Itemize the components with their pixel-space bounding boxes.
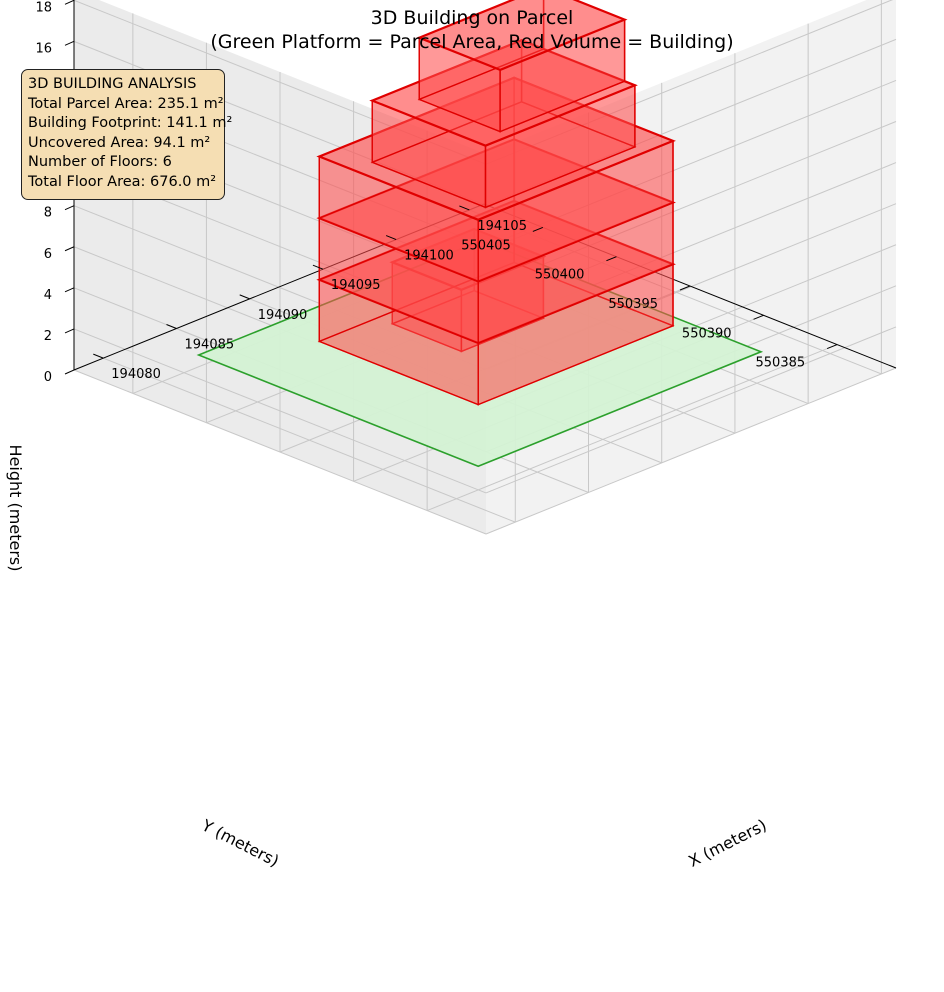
y-tick-mark <box>826 344 838 350</box>
x-tick-label: 194085 <box>185 338 235 353</box>
z-axis-label: Height (meters) <box>6 445 25 572</box>
y-tick-mark <box>753 314 764 320</box>
floor-side-face <box>418 0 545 101</box>
info-line-footprint: Building Footprint: 141.1 m² <box>28 115 233 132</box>
grid-line-z-right <box>485 326 897 494</box>
building-floor-3 <box>316 138 676 345</box>
grid-line-z-right <box>485 38 897 206</box>
building-volume <box>316 0 676 406</box>
info-line-floors: Number of Floors: 6 <box>28 154 172 171</box>
y-tick-label: 550385 <box>756 356 806 371</box>
x-tick-label: 194080 <box>111 367 161 382</box>
x-tick-label: 194090 <box>258 308 308 323</box>
chart-title: 3D Building on Parcel (Green Platform = … <box>0 6 944 54</box>
grid-line-z-right <box>485 0 894 165</box>
analysis-info-box: 3D BUILDING ANALYSIS Total Parcel Area: … <box>21 69 233 200</box>
info-line-uncovered: Uncovered Area: 94.1 m² <box>28 134 211 151</box>
info-line-floor-area: Total Floor Area: 676.0 m² <box>28 173 217 190</box>
x-tick-mark <box>459 205 470 211</box>
z-tick-mark <box>64 246 75 252</box>
grid-line-y-floor <box>426 344 838 512</box>
z-tick-label: 6 <box>44 247 52 262</box>
x-tick-label: 194105 <box>477 219 527 234</box>
floor-top-face <box>369 39 638 147</box>
parcel-platform <box>196 239 764 468</box>
z-tick-mark <box>64 287 75 293</box>
y-tick-label: 550400 <box>535 268 585 283</box>
z-tick-label: 0 <box>44 370 52 385</box>
building-floor-1 <box>389 227 547 353</box>
building-floor-4 <box>316 76 676 283</box>
x-axis-label: X (meters) <box>685 815 769 871</box>
building-floor-5 <box>369 39 638 209</box>
grid-line-z-left <box>73 0 487 165</box>
x-tick-mark <box>385 235 397 241</box>
grid-line-z-left <box>73 369 487 535</box>
z-tick-mark <box>64 0 75 5</box>
z-tick-mark <box>64 369 75 375</box>
x-tick-mark <box>239 294 250 300</box>
z-tick-label: 8 <box>44 206 52 221</box>
z-tick-label: 2 <box>44 329 52 344</box>
y-tick-mark <box>532 226 544 232</box>
building-floor-6 <box>416 0 628 133</box>
z-tick-mark <box>64 205 75 211</box>
info-line-parcel-area: Total Parcel Area: 235.1 m² <box>28 95 224 112</box>
chart-title-line-2: (Green Platform = Parcel Area, Red Volum… <box>210 31 734 53</box>
x-tick-mark <box>166 324 177 329</box>
z-tick-mark <box>64 40 75 46</box>
floor-top-face <box>416 0 628 72</box>
y-axis-line <box>73 203 485 371</box>
y-axis-label: Y (meters) <box>198 815 282 870</box>
y-tick-mark <box>679 285 691 291</box>
y-tick-label: 550390 <box>682 326 732 341</box>
grid-line-z-right <box>485 121 897 288</box>
y-tick-label: 550395 <box>608 297 658 312</box>
grid-line-z-left <box>73 328 487 494</box>
x-tick-mark <box>93 353 104 359</box>
floor-top-face <box>389 227 547 291</box>
z-tick-label: 18 <box>35 0 52 15</box>
building-floor-2 <box>316 199 676 406</box>
chart-title-line-1: 3D Building on Parcel <box>370 7 574 29</box>
parcel-polygon <box>196 239 764 468</box>
x-tick-label: 194100 <box>404 249 454 264</box>
z-tick-mark <box>64 328 75 334</box>
floor-top-face <box>316 76 676 221</box>
x-tick-label: 194095 <box>331 278 381 293</box>
z-tick-label: 16 <box>35 41 52 56</box>
tick-labels: 194080 194085 194090 194095 194100 194105 5503… <box>35 0 838 385</box>
z-tick-label: 4 <box>44 288 52 303</box>
x-tick-mark <box>312 264 324 270</box>
grid-line-z-right <box>485 367 897 535</box>
grid-line-z-right <box>485 79 897 247</box>
info-heading: 3D BUILDING ANALYSIS <box>28 76 197 92</box>
y-tick-label: 550405 <box>461 238 511 253</box>
y-tick-mark <box>606 256 617 262</box>
